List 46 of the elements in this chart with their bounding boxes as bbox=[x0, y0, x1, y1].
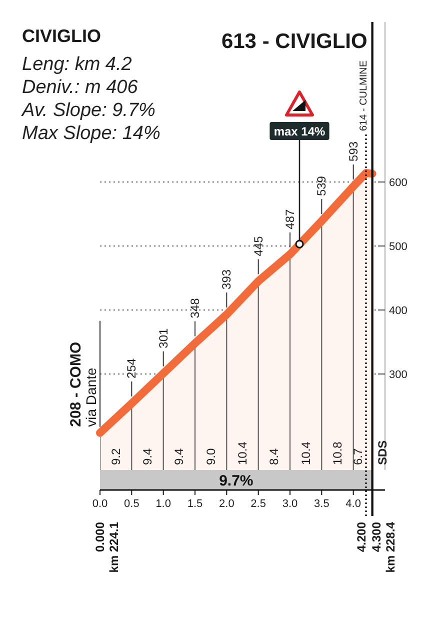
x-tick-label: 1.5 bbox=[187, 498, 203, 510]
annotation: 9.4 bbox=[140, 448, 154, 465]
text: 4.300 bbox=[370, 522, 384, 552]
text: 4.200 bbox=[354, 522, 369, 552]
annotation: SDS bbox=[375, 440, 390, 465]
text: km 224.1 bbox=[107, 522, 121, 573]
x-tick-label: 1.0 bbox=[156, 498, 171, 510]
ref-line-label: 614 - CULMINE bbox=[358, 60, 370, 131]
annotation: 9.0 bbox=[204, 448, 218, 465]
data-label: 208 - COMO via Dante bbox=[68, 342, 99, 427]
data-label: 487 bbox=[283, 208, 297, 230]
text: 0.000 bbox=[93, 522, 107, 552]
x-tick-label: 3.0 bbox=[282, 498, 298, 510]
x-tick-label: 4.0 bbox=[346, 498, 361, 510]
annotation: Max Slope: 14% bbox=[22, 123, 160, 144]
text: km 228.4 bbox=[384, 522, 398, 573]
data-label: 539 bbox=[314, 176, 329, 196]
annotation: 10.4 bbox=[298, 441, 313, 465]
annotation: 8.4 bbox=[267, 448, 282, 465]
chart-title: CIVIGLIO bbox=[22, 26, 102, 46]
x-tick-label: 2.0 bbox=[219, 498, 234, 510]
annotation: Deniv.: m 406 bbox=[22, 77, 138, 98]
x-tick-label: 2.5 bbox=[250, 498, 266, 510]
annotation: Leng: km 4.2 bbox=[22, 54, 132, 75]
data-label: 301 bbox=[156, 328, 170, 348]
annotation: 10.4 bbox=[236, 441, 250, 465]
x-tick-label: 0.0 bbox=[92, 498, 108, 510]
annotation: 10.8 bbox=[330, 441, 344, 465]
data-label: 393 bbox=[220, 269, 234, 290]
data-label: 445 bbox=[251, 236, 266, 256]
y-tick-label: 300 bbox=[389, 369, 408, 381]
y-tick-label: 500 bbox=[389, 241, 408, 253]
data-label: 348 bbox=[188, 298, 202, 318]
annotation: Av. Slope: 9.7% bbox=[21, 100, 156, 121]
y-tick-label: 400 bbox=[389, 305, 408, 317]
data-label: 254 bbox=[124, 358, 139, 378]
ref-line-label: 613 - CIVIGLIO bbox=[221, 30, 368, 53]
annotation: 9.4 bbox=[172, 448, 186, 465]
annotation: 9.2 bbox=[108, 448, 123, 465]
text: 9.7% bbox=[219, 472, 254, 490]
data-label: 593 bbox=[346, 141, 360, 162]
annotation: 6.7 bbox=[351, 448, 365, 465]
annotation: max 14% bbox=[274, 124, 326, 138]
y-tick-label: 600 bbox=[389, 177, 408, 189]
x-tick-label: 3.5 bbox=[314, 498, 330, 510]
x-tick-label: 0.5 bbox=[124, 498, 140, 510]
